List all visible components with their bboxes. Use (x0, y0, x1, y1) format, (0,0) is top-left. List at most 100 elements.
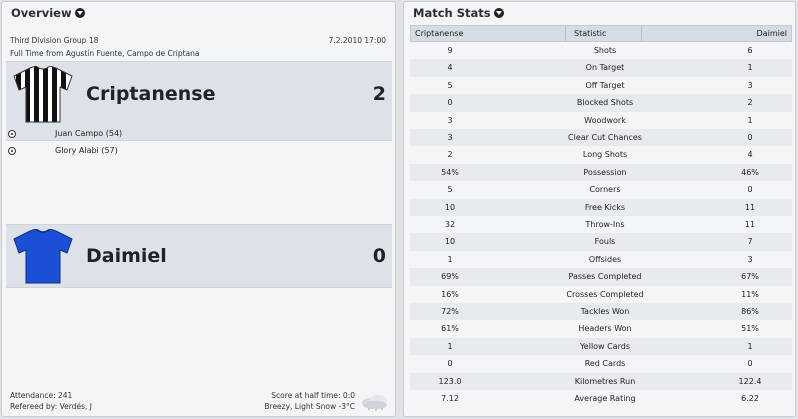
home-kit-icon (13, 66, 73, 123)
weather-label: Breezy, Light Snow -3°C (264, 402, 355, 411)
stat-home-value: 32 (444, 220, 456, 229)
stats-row: 1 Yellow Cards 1 (410, 337, 792, 356)
stat-away-value: 1 (747, 63, 753, 73)
stats-row: 9 Shots 6 (410, 42, 792, 59)
stat-home-value: 0 (447, 359, 453, 369)
stat-name: Headers Won (578, 324, 632, 334)
stat-name: Free Kicks (584, 202, 626, 212)
stats-row: 72% Tackles Won 86% (410, 303, 792, 321)
stat-away-value: 11 (744, 202, 756, 212)
stat-away-value: 122.4 (738, 376, 762, 386)
match-date: 7.2.2010 17:00 (328, 36, 386, 45)
snow-cloud-icon (362, 395, 387, 411)
stats-row: 3 Clear Cut Chances 0 (410, 129, 792, 147)
stat-away-value: 11% (741, 289, 759, 299)
stat-home-value: 61% (441, 324, 459, 334)
stats-row: 123.0 Kilometres Run 122.4 (410, 372, 792, 390)
goal-scorer-label: Juan Campo (54) (55, 129, 123, 138)
stat-home-value: 10 (444, 202, 456, 212)
stats-row: 1 Offsides 3 (410, 251, 792, 268)
stat-name: Clear Cut Chances (568, 133, 642, 142)
away-team-name[interactable]: Daimiel (86, 245, 167, 267)
stat-name: Blocked Shots (576, 98, 634, 108)
stat-away-value: 86% (741, 307, 759, 316)
chevron-down-icon[interactable] (74, 8, 85, 18)
stat-name: Crosses Completed (566, 289, 644, 299)
stat-name: Yellow Cards (579, 341, 631, 351)
match-stats-panel: Match Stats Criptanense Statistic Daimie… (403, 1, 796, 417)
header-home-team[interactable]: Criptanense (415, 29, 464, 38)
match-venue: Full Time from Agustín Fuente, Campo de … (10, 49, 200, 58)
stat-away-value: 3 (747, 254, 753, 264)
chevron-down-icon[interactable] (493, 8, 504, 18)
away-team-score: 0 (372, 245, 386, 267)
stat-name: Possession (583, 167, 627, 177)
stat-away-value: 1 (747, 115, 753, 125)
header-statistic[interactable]: Statistic (574, 29, 607, 38)
stat-name: Off Target (585, 80, 625, 90)
stat-away-value: 2 (747, 98, 753, 108)
stat-home-value: 0 (447, 98, 453, 108)
stats-row: 10 Free Kicks 11 (410, 198, 792, 216)
stat-away-value: 0 (747, 133, 753, 142)
stats-row: 0 Blocked Shots 2 (410, 94, 792, 112)
stat-away-value: 1 (747, 341, 753, 351)
column-divider[interactable] (565, 26, 566, 41)
stat-name: Offsides (588, 254, 622, 264)
stat-name: Long Shots (582, 150, 628, 160)
stat-home-value: 5 (447, 185, 453, 195)
stats-row: 3 Woodwork 1 (410, 112, 792, 129)
stat-away-value: 6.22 (741, 394, 759, 403)
stats-row: 5 Corners 0 (410, 181, 792, 198)
stat-name: Passes Completed (568, 272, 642, 282)
competition-label: Third Division Group 18 (10, 36, 99, 45)
overview-title-label: Overview (11, 6, 72, 20)
stats-row: 4 On Target 1 (410, 59, 792, 77)
stat-home-value: 5 (447, 80, 453, 90)
stats-table-header: Criptanense Statistic Daimiel (410, 25, 792, 42)
stats-row: 16% Crosses Completed 11% (410, 286, 792, 303)
overview-title[interactable]: Overview (11, 6, 85, 20)
stat-home-value: 9 (447, 46, 453, 55)
stat-home-value: 54% (441, 167, 459, 177)
stat-away-value: 7 (747, 237, 753, 247)
away-kit-icon (13, 229, 73, 284)
column-divider[interactable] (641, 26, 642, 41)
stat-away-value: 0 (747, 359, 753, 369)
stats-row: 0 Red Cards 0 (410, 355, 792, 372)
stat-name: Kilometres Run (574, 376, 636, 386)
away-team-band: Daimiel 0 (6, 224, 392, 288)
stat-name: Throw-Ins (585, 220, 625, 229)
stat-home-value: 3 (447, 115, 453, 125)
home-team-band: Criptanense 2 (6, 61, 392, 141)
overview-panel: Overview Third Division Group 18 7.2.201… (1, 1, 396, 417)
football-icon (8, 147, 16, 155)
stat-away-value: 11 (744, 220, 756, 229)
referee-label[interactable]: Refereed by: Verdés, J (10, 402, 92, 411)
stat-name: Red Cards (584, 359, 626, 369)
header-away-team[interactable]: Daimiel (756, 29, 787, 38)
home-team-name[interactable]: Criptanense (86, 83, 216, 105)
stats-row: 7.12 Average Rating 6.22 (410, 390, 792, 407)
stats-row: 5 Off Target 3 (410, 77, 792, 94)
goal-scorer-label: Glory Alabi (57) (55, 146, 118, 155)
stat-home-value: 72% (441, 307, 459, 316)
stat-home-value: 7.12 (441, 394, 459, 403)
stat-home-value: 69% (441, 272, 459, 282)
stat-away-value: 4 (747, 150, 753, 160)
stats-row: 54% Possession 46% (410, 163, 792, 182)
stat-home-value: 1 (447, 254, 453, 264)
stat-away-value: 67% (741, 272, 759, 282)
stat-home-value: 16% (441, 289, 459, 299)
stat-home-value: 123.0 (438, 376, 462, 386)
stat-name: Corners (589, 185, 621, 195)
stat-away-value: 46% (741, 167, 759, 177)
stat-away-value: 51% (741, 324, 759, 334)
stats-row: 32 Throw-Ins 11 (410, 216, 792, 233)
stats-row: 69% Passes Completed 67% (410, 268, 792, 286)
match-stats-title[interactable]: Match Stats (413, 6, 504, 20)
football-icon (8, 130, 16, 138)
stat-away-value: 3 (747, 80, 753, 90)
stat-name: Average Rating (574, 394, 636, 403)
match-stats-title-label: Match Stats (413, 6, 491, 20)
